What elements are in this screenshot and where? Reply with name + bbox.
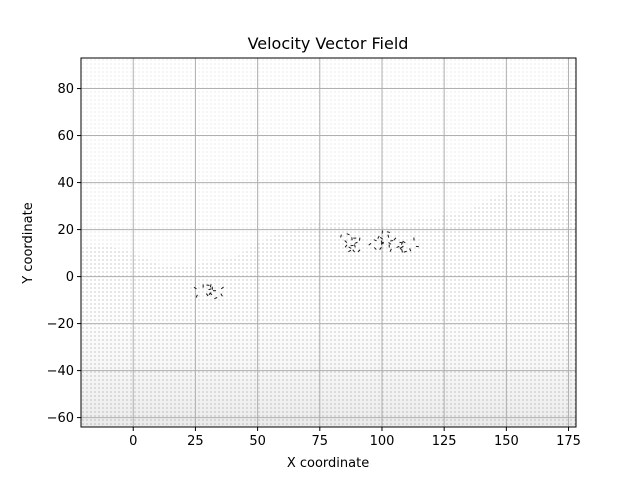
- vector-arrow: [220, 286, 224, 290]
- vector-arrow: [373, 247, 377, 250]
- turbulence-cluster: [388, 237, 419, 253]
- y-tick-label: 60: [57, 129, 74, 144]
- vector-arrow: [348, 249, 352, 253]
- vector-arrow: [357, 249, 361, 253]
- vector-arrow: [380, 242, 384, 245]
- y-tick-label: −60: [47, 411, 74, 426]
- vector-arrow: [195, 294, 198, 298]
- vector-arrow: [379, 247, 382, 251]
- vector-arrow: [205, 293, 209, 297]
- x-tick-label: 0: [129, 434, 137, 449]
- vector-arrow: [344, 244, 348, 248]
- vector-arrow: [220, 293, 223, 297]
- vector-arrow: [380, 240, 383, 244]
- x-axis-label: X coordinate: [287, 456, 369, 471]
- vector-arrow: [348, 246, 352, 249]
- y-axis: −60 −40 −20 0 20 40 60 80: [47, 82, 81, 426]
- x-tick-label: 150: [494, 434, 519, 449]
- chart-title: Velocity Vector Field: [248, 34, 409, 53]
- plot-area: [81, 58, 576, 427]
- vector-arrow: [346, 233, 350, 236]
- y-tick-label: −40: [47, 364, 74, 379]
- vector-arrow: [340, 234, 342, 238]
- vector-arrow: [389, 248, 392, 252]
- vector-arrow: [386, 231, 391, 233]
- y-tick-label: 40: [57, 176, 74, 191]
- vector-arrow: [214, 297, 218, 300]
- vector-arrow: [396, 245, 400, 248]
- vector-arrow: [403, 250, 407, 253]
- x-tick-label: 50: [249, 434, 266, 449]
- vector-arrow: [352, 249, 355, 253]
- vector-arrow: [393, 237, 397, 241]
- vector-arrow: [344, 240, 348, 243]
- turbulence-cluster: [193, 284, 224, 300]
- turbulence-cluster: [340, 233, 361, 253]
- vector-arrow: [368, 242, 372, 246]
- vector-arrow: [354, 241, 358, 244]
- vector-arrow: [399, 241, 403, 244]
- turbulence-cluster: [368, 230, 394, 251]
- gridlines: [81, 58, 576, 427]
- vector-arrow: [380, 236, 384, 240]
- vector-arrow: [354, 244, 356, 248]
- x-tick-label: 25: [187, 434, 204, 449]
- x-tick-label: 175: [556, 434, 581, 449]
- x-tick-label: 125: [432, 434, 457, 449]
- vector-arrow: [208, 288, 212, 291]
- vector-arrow: [399, 247, 402, 251]
- turbulence-clusters: [193, 230, 419, 300]
- vector-arrow: [377, 235, 380, 239]
- x-tick-label: 100: [370, 434, 395, 449]
- vector-arrow: [400, 245, 404, 249]
- y-tick-label: 20: [57, 223, 74, 238]
- calm-region: [81, 58, 576, 265]
- y-tick-label: 0: [66, 270, 74, 285]
- vector-arrow: [373, 239, 377, 242]
- y-tick-label: −20: [47, 317, 74, 332]
- vector-arrow: [388, 242, 392, 245]
- vector-arrow: [387, 234, 390, 238]
- vector-arrow: [193, 286, 197, 290]
- x-tick-label: 75: [312, 434, 329, 449]
- x-axis: 0 25 50 75 100 125 150 175: [129, 427, 581, 449]
- plot-frame: [80, 57, 577, 428]
- vector-arrow: [402, 240, 406, 244]
- vector-arrow: [209, 284, 212, 288]
- vector-arrow: [209, 292, 213, 296]
- vector-arrow: [409, 248, 412, 252]
- y-axis-label: Y coordinate: [21, 202, 36, 284]
- y-tick-label: 80: [57, 82, 74, 97]
